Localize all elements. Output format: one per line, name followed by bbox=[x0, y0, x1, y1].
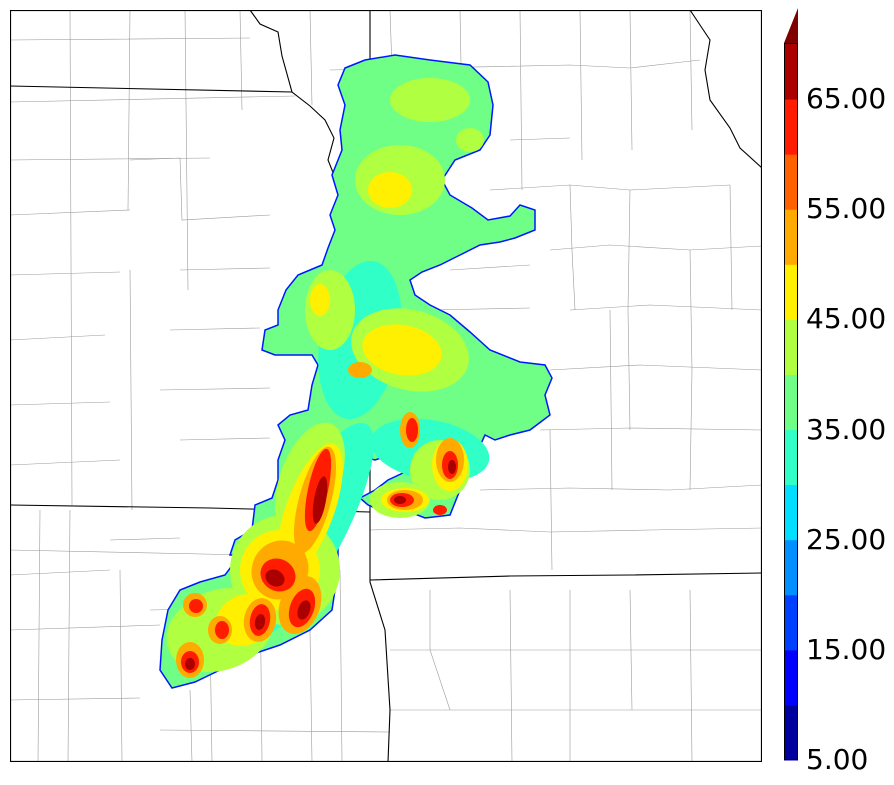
colorbar-cell bbox=[784, 44, 798, 100]
echo-region-40 bbox=[390, 78, 470, 122]
colorbar-extend-arrow bbox=[784, 8, 798, 43]
map-canvas bbox=[9, 9, 763, 763]
echo-core bbox=[312, 476, 328, 524]
colorbar-tick-label: 45.00 bbox=[806, 302, 887, 336]
echo-region-45 bbox=[368, 172, 412, 208]
echo-region-45 bbox=[310, 284, 330, 316]
echo-region-60 bbox=[215, 621, 229, 639]
county-boundaries bbox=[10, 10, 762, 762]
echo-core bbox=[394, 496, 406, 504]
echo-region-60 bbox=[189, 599, 203, 613]
colorbar: 5.00 15.00 25.00 35.00 45.00 55.00 65.00 bbox=[778, 0, 894, 785]
colorbar-tick-label: 25.00 bbox=[806, 522, 887, 556]
echo-core bbox=[185, 658, 195, 670]
echo-core bbox=[448, 460, 456, 474]
echo-region-60 bbox=[406, 418, 418, 442]
colorbar-tick-label: 55.00 bbox=[806, 192, 887, 226]
colorbar-cell bbox=[784, 429, 798, 486]
colorbar-tick-label: 65.00 bbox=[806, 82, 887, 116]
colorbar-cell bbox=[784, 209, 798, 265]
colorbar-cell bbox=[784, 594, 798, 651]
colorbar-cell bbox=[784, 319, 798, 375]
reflectivity-layers bbox=[159, 54, 553, 689]
colorbar-tick-label: 15.00 bbox=[806, 632, 887, 666]
colorbar-cell bbox=[784, 374, 798, 431]
colorbar-tick-label: 35.00 bbox=[806, 412, 887, 446]
echo-region-45 bbox=[362, 324, 442, 376]
colorbar-cell bbox=[784, 539, 798, 596]
echo-region-60 bbox=[433, 505, 447, 515]
echo-core bbox=[254, 614, 266, 630]
echo-core bbox=[297, 600, 311, 620]
colorbar-cell bbox=[784, 649, 798, 706]
colorbar-cell bbox=[784, 484, 798, 541]
colorbar-cell bbox=[784, 704, 798, 761]
colorbar-cell bbox=[784, 99, 798, 155]
colorbar-bar bbox=[784, 8, 798, 761]
echo-region-50 bbox=[348, 362, 372, 378]
echo-region-40 bbox=[456, 128, 484, 152]
colorbar-tick-label: 5.00 bbox=[806, 743, 869, 776]
colorbar-cell bbox=[784, 154, 798, 210]
reflectivity-map bbox=[9, 9, 763, 763]
echo-core bbox=[265, 569, 285, 587]
colorbar-cell bbox=[784, 264, 798, 320]
map-frame bbox=[9, 9, 763, 763]
